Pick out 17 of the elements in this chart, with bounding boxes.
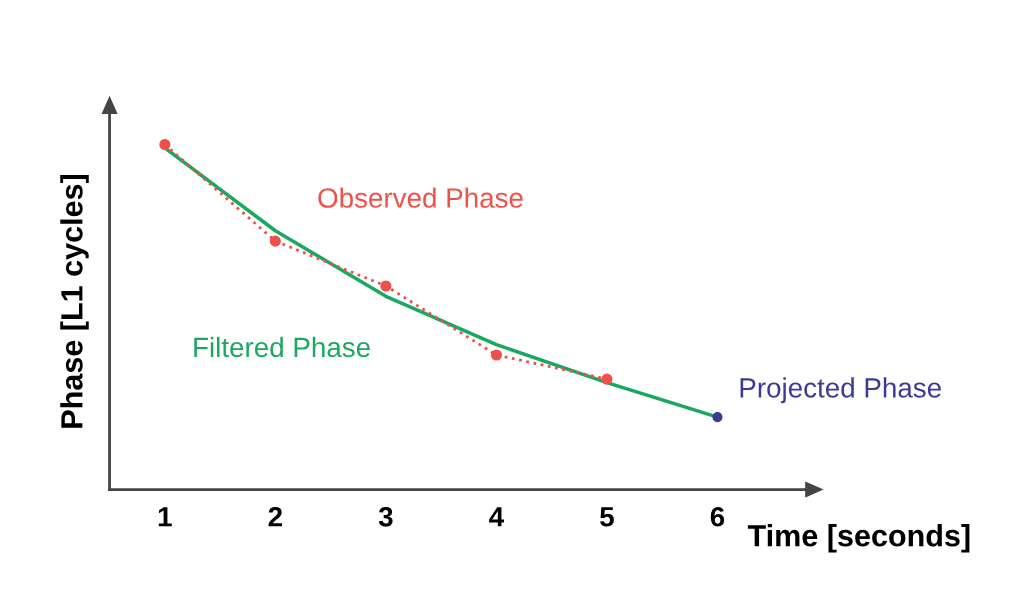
point: [159, 138, 171, 151]
series-label: Observed Phase: [318, 187, 523, 208]
x-tick-label: 5: [600, 507, 614, 527]
point: [712, 411, 723, 423]
series-label: Filtered Phase: [194, 336, 370, 358]
point: [380, 280, 392, 292]
series-label: Projected Phase: [740, 377, 941, 404]
x-tick-label: 3: [378, 506, 393, 527]
point: [601, 373, 613, 385]
x-tick-label: 2: [268, 506, 282, 527]
x-tick-label: 6: [710, 506, 725, 527]
x-tick-label: 4: [489, 507, 504, 527]
x-tick-label: 1: [158, 507, 172, 527]
point: [490, 349, 502, 361]
point: [269, 235, 281, 247]
y-axis-title: Phase [L1 cycles]: [60, 174, 89, 428]
x-axis-title: Time [seconds]: [747, 524, 970, 553]
